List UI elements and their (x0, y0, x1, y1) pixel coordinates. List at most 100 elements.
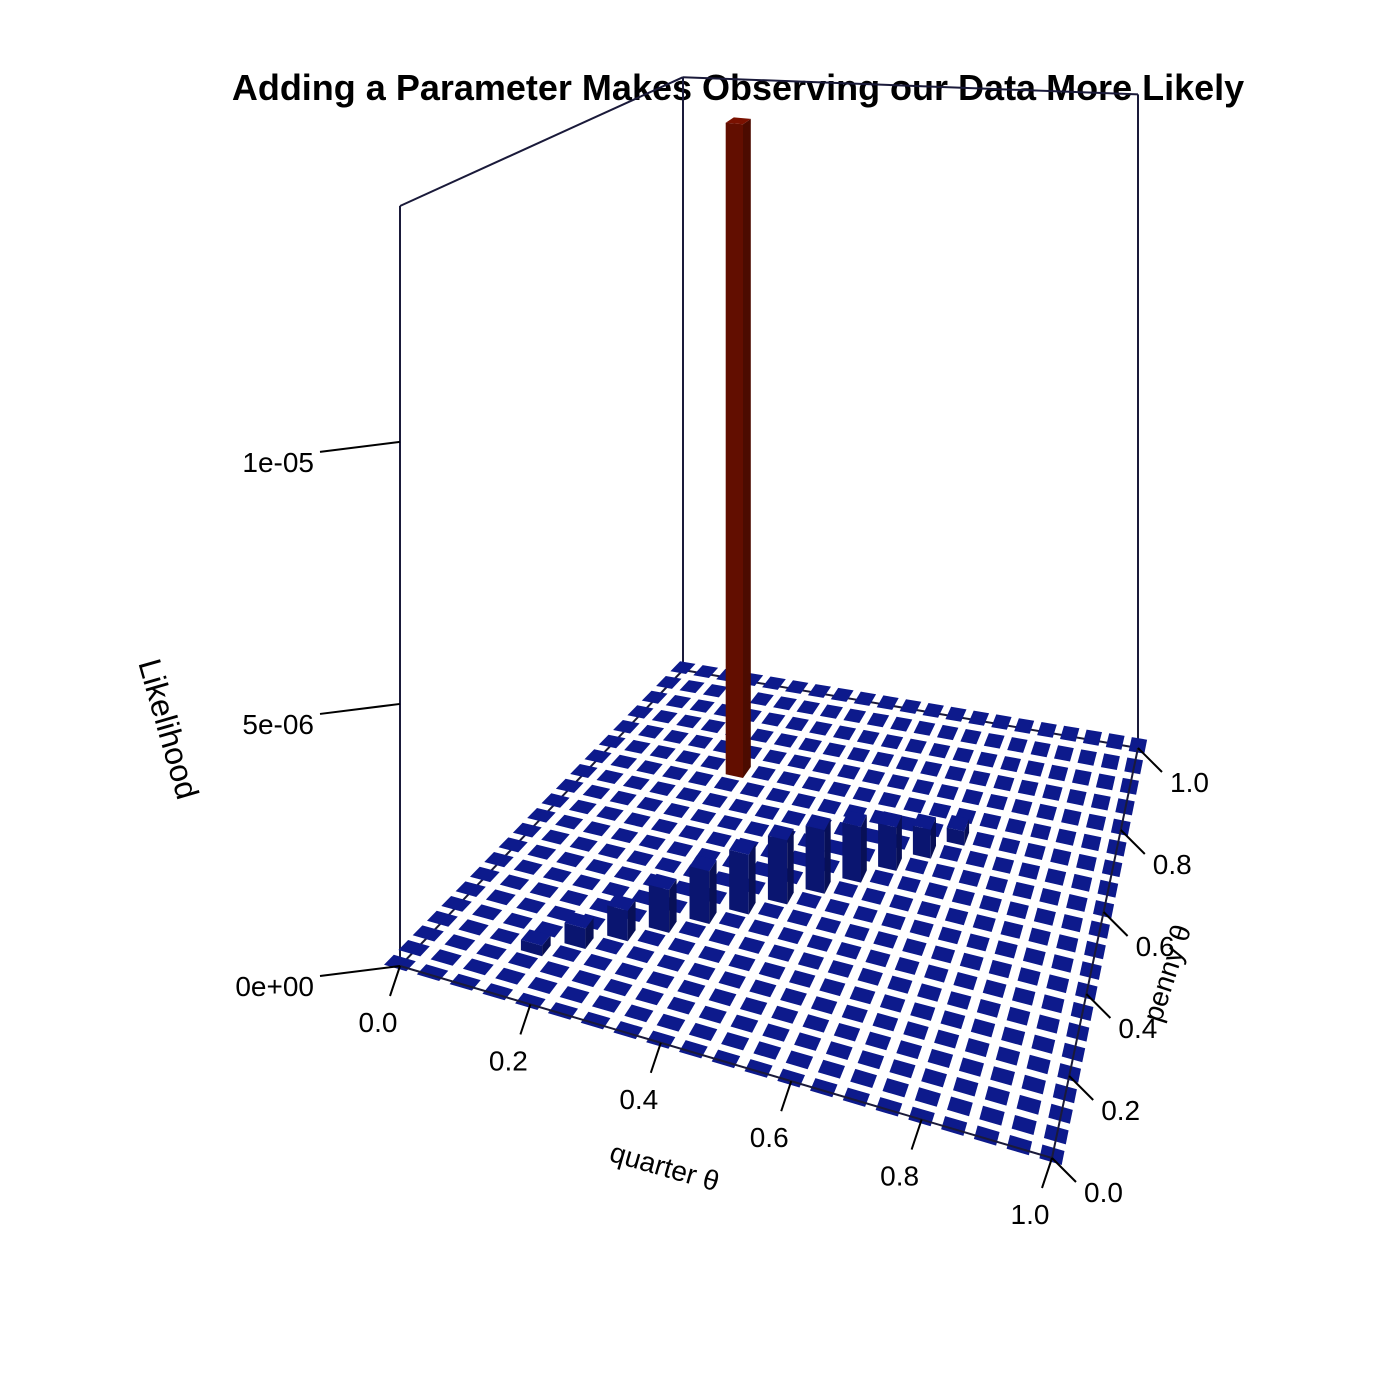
grid-bar-top (1017, 967, 1041, 986)
grid-bar (698, 1005, 727, 1024)
grid-bar (555, 778, 584, 793)
grid-bar (430, 949, 462, 966)
grid-bar (897, 876, 921, 893)
grid-bar-top (546, 905, 576, 922)
grid-bar (796, 700, 820, 715)
z-tick-mark (319, 702, 401, 715)
grid-bar-top (739, 997, 768, 1015)
grid-bar (765, 787, 791, 803)
likelihood-bar-top (767, 824, 794, 841)
grid-bar (1054, 745, 1074, 762)
grid-bar-top (1028, 927, 1051, 946)
grid-bar (878, 792, 902, 808)
grid-bar (904, 738, 927, 754)
grid-bar-top (780, 987, 807, 1006)
grid-bar (1022, 947, 1046, 966)
z-tick-label: 1e-05 (242, 447, 314, 478)
grid-bar (1037, 722, 1057, 738)
grid-bar-top (1071, 873, 1093, 892)
x-axis-label: quarter θ (606, 1137, 722, 1198)
grid-bar-top (688, 771, 714, 786)
grid-bar-top (656, 954, 685, 972)
y-tick-label: 0.4 (1118, 1013, 1157, 1044)
grid-bar-top (698, 1005, 727, 1024)
grid-bar-top (1055, 828, 1077, 846)
grid-bar (476, 943, 507, 960)
grid-bar-top (654, 857, 682, 874)
grid-bar (880, 734, 904, 750)
grid-bar (924, 964, 949, 983)
grid-bar (1014, 718, 1035, 734)
likelihood-bar (520, 929, 551, 957)
grid-bar-top (1076, 853, 1097, 872)
grid-bar-top (911, 779, 935, 795)
grid-bar-top (1021, 1074, 1046, 1095)
grid-bar (825, 1041, 853, 1060)
grid-bar (785, 716, 809, 732)
grid-bar-top (968, 710, 990, 726)
x-tick-label: 0.4 (619, 1084, 658, 1115)
grid-bar-top (613, 720, 640, 734)
grid-bar-top (865, 949, 891, 968)
grid-bar-top (512, 822, 542, 838)
grid-bar (758, 902, 785, 919)
grid-bar-top (646, 971, 675, 989)
grid-bar-top (979, 1105, 1005, 1126)
grid-bar-top (601, 882, 630, 898)
grid-bar-top (495, 967, 526, 985)
grid-bar-top (1036, 803, 1057, 821)
z-tick-label: 5e-06 (242, 709, 314, 740)
grid-bar-top (890, 716, 913, 732)
grid-bar-top (738, 936, 765, 954)
grid-bar (665, 695, 692, 709)
grid-bar (552, 945, 582, 962)
grid-bar-top (785, 1050, 814, 1070)
grid-bar (702, 792, 728, 808)
grid-bar-top (571, 970, 601, 988)
grid-bar-top (953, 1077, 979, 1097)
grid-bar (995, 1046, 1021, 1066)
grid-bar (458, 919, 489, 936)
grid-bar-top (541, 793, 570, 808)
grid-bar-top (489, 928, 520, 945)
grid-bar (649, 745, 676, 760)
grid-bar (427, 910, 458, 927)
grid-bar-top (1060, 725, 1080, 742)
grid-bar (693, 665, 719, 678)
grid-bar-top (886, 774, 910, 790)
grid-bar (773, 733, 798, 748)
grid-bar-top (1018, 862, 1041, 880)
grid-bar-top (768, 944, 795, 962)
grid-bar (1061, 808, 1082, 826)
grid-bar-top (470, 866, 500, 883)
grid-bar (613, 720, 640, 734)
grid-bar-top (572, 874, 601, 891)
likelihood-bar (946, 815, 970, 846)
grid-bar (865, 1031, 892, 1051)
grid-bar-top (758, 962, 786, 980)
grid-bar-top (937, 724, 959, 741)
grid-bar (495, 967, 526, 985)
grid-bar-top (670, 661, 696, 674)
grid-bar (1056, 934, 1079, 953)
grid-bar (663, 803, 690, 818)
grid-bar (798, 737, 822, 753)
grid-bar-top (430, 949, 462, 966)
grid-bar-top (542, 867, 572, 883)
grid-bar (702, 684, 728, 698)
grid-bar-top (966, 933, 990, 952)
likelihood-bar-side (930, 817, 936, 859)
grid-bar-top (1086, 813, 1107, 831)
grid-bar-top (700, 755, 726, 770)
grid-bar (708, 928, 736, 946)
grid-bar (650, 818, 678, 834)
grid-bar (837, 764, 861, 780)
grid-bar-top (773, 696, 797, 711)
grid-bar-top (913, 720, 936, 736)
grid-bar-top (597, 843, 626, 859)
grid-bar-top (596, 769, 624, 784)
grid-bar (909, 919, 934, 938)
grid-bar (862, 769, 886, 785)
grid-bar-top (815, 916, 842, 934)
likelihood-bar-front (842, 822, 861, 883)
